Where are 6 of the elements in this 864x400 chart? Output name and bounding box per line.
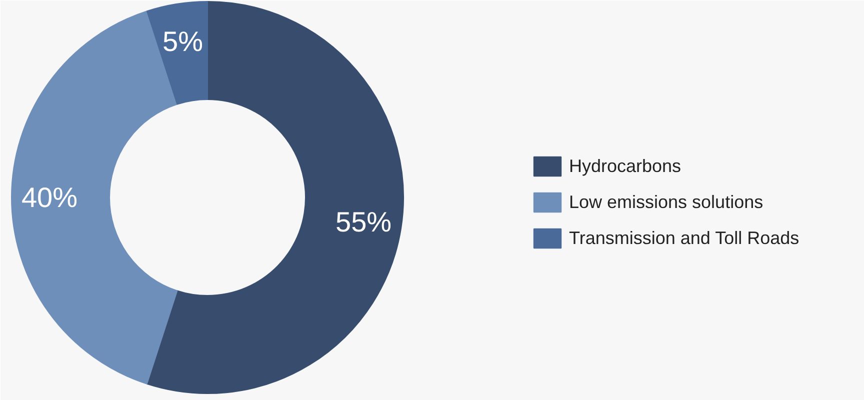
legend-label: Hydrocarbons <box>569 156 682 176</box>
legend-label: Transmission and Toll Roads <box>569 228 800 248</box>
data-label: 5% <box>162 26 204 57</box>
data-label: 55% <box>336 206 392 238</box>
legend-label: Low emissions solutions <box>569 192 764 212</box>
data-label: 40% <box>21 182 78 213</box>
